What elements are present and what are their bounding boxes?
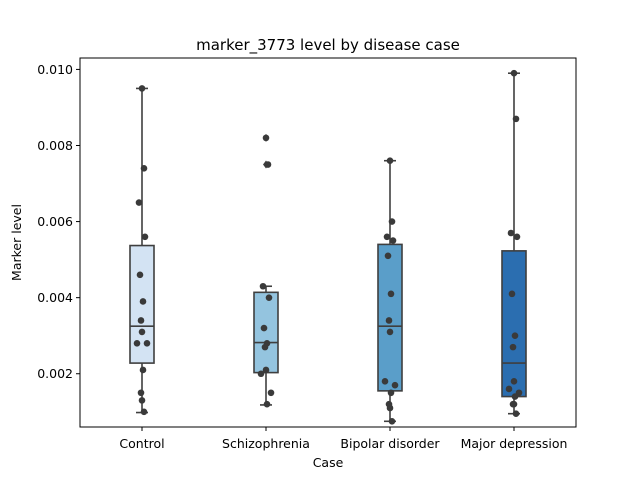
data-point <box>386 404 394 412</box>
data-point <box>508 290 516 298</box>
y-tick-label: 0.004 <box>37 290 73 305</box>
data-point <box>383 233 391 241</box>
box-iqr <box>501 250 527 398</box>
y-tick-label: 0.010 <box>37 62 73 77</box>
data-point <box>267 389 275 397</box>
data-point <box>387 290 395 298</box>
data-point <box>137 389 145 397</box>
y-axis: 0.002 0.004 0.006 0.008 0.010 <box>37 62 80 381</box>
strip-points <box>257 134 275 408</box>
data-point <box>143 340 151 347</box>
data-point <box>141 233 149 241</box>
data-point <box>133 340 141 347</box>
data-point <box>387 389 395 397</box>
data-point <box>135 199 143 206</box>
data-point <box>136 271 144 279</box>
strip-points <box>133 85 151 416</box>
data-point <box>507 229 515 237</box>
y-tick-label: 0.008 <box>37 138 73 153</box>
data-point <box>388 417 396 425</box>
data-point <box>259 282 267 290</box>
data-point <box>513 233 521 241</box>
data-point <box>505 385 513 393</box>
data-point <box>140 165 148 172</box>
x-tick-label: Bipolar disorder <box>340 436 440 451</box>
data-point <box>386 328 394 336</box>
data-point <box>512 115 520 123</box>
data-point <box>257 370 265 378</box>
data-point <box>137 317 145 324</box>
data-point <box>388 218 396 225</box>
box-group <box>501 72 527 415</box>
data-point <box>139 366 147 374</box>
data-point <box>391 381 399 389</box>
data-point <box>264 161 272 168</box>
data-point <box>381 378 389 385</box>
box-group <box>253 133 279 406</box>
data-point <box>262 134 270 142</box>
data-point <box>510 400 518 408</box>
data-point <box>510 378 518 385</box>
data-point <box>260 324 268 332</box>
y-tick-label: 0.006 <box>37 214 73 229</box>
data-point <box>263 400 271 408</box>
data-point <box>385 317 393 324</box>
data-point <box>265 294 273 301</box>
x-axis-title: Case <box>313 455 344 470</box>
data-point <box>384 252 392 260</box>
x-axis: Control Schizophrenia Bipolar disorder Majo… <box>119 427 567 451</box>
strip-points <box>381 157 399 425</box>
data-point <box>512 410 520 417</box>
data-point <box>261 343 269 351</box>
data-point <box>138 85 146 92</box>
chart-title: marker_3773 level by disease case <box>196 36 460 55</box>
y-tick-label: 0.002 <box>37 366 73 381</box>
data-point <box>138 397 146 404</box>
x-tick-label: Control <box>119 436 164 451</box>
data-point <box>511 393 519 400</box>
x-tick-label: Major depression <box>461 436 568 451</box>
x-tick-label: Schizophrenia <box>222 436 310 451</box>
data-point <box>389 237 397 244</box>
data-point <box>138 328 146 336</box>
y-axis-title: Marker level <box>9 204 24 281</box>
data-point <box>262 366 270 374</box>
data-point <box>509 343 517 351</box>
box-group <box>129 87 155 414</box>
plot-area <box>129 69 527 425</box>
data-point <box>140 408 148 416</box>
data-point <box>139 298 147 305</box>
strip-points <box>505 69 523 417</box>
data-point <box>511 332 519 340</box>
data-point <box>386 157 394 165</box>
data-point <box>510 69 518 77</box>
plot-frame <box>79 57 577 428</box>
box-iqr <box>253 291 279 374</box>
